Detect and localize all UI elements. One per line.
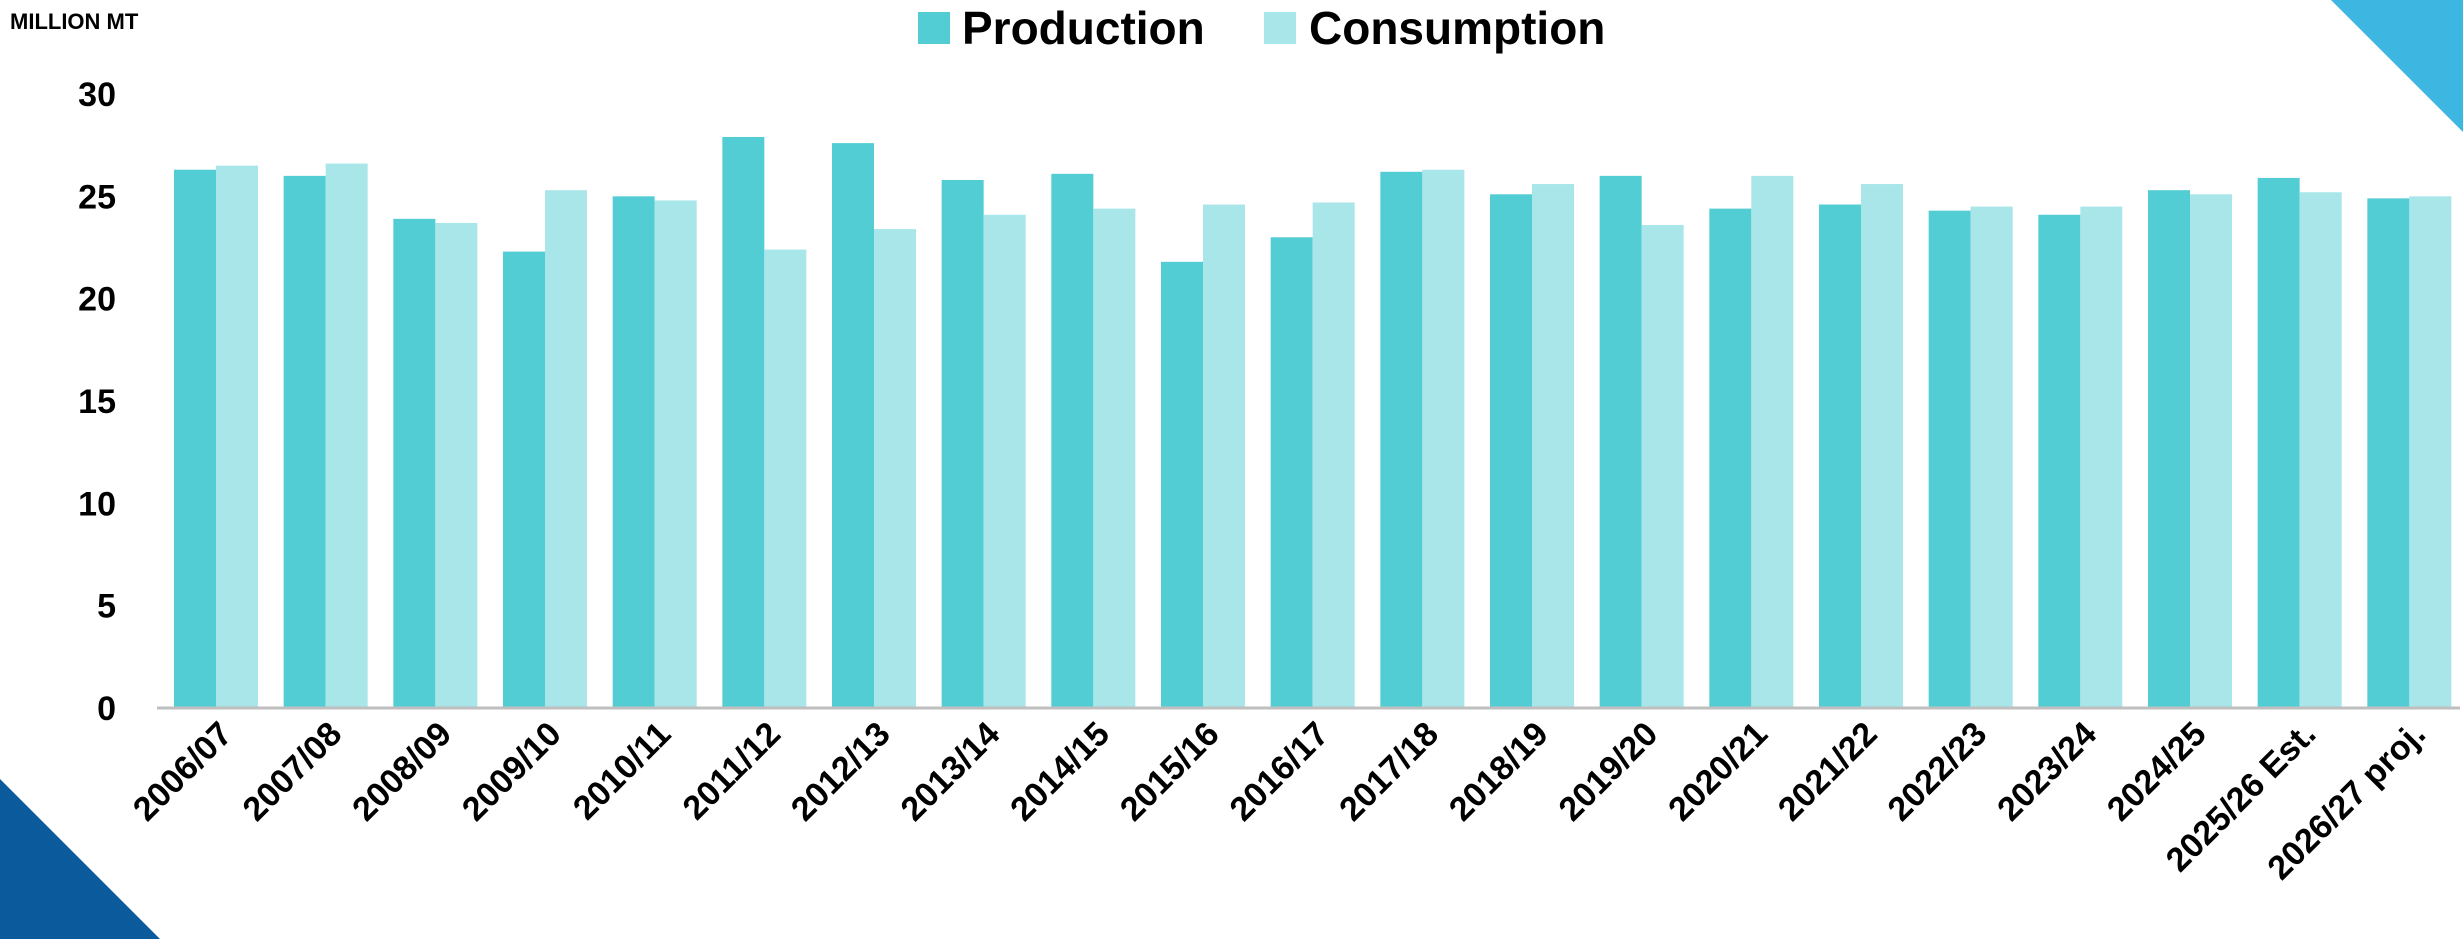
bar-consumption-16	[1970, 206, 2013, 709]
bar-consumption-9	[1203, 204, 1245, 708]
bar-consumption-15	[1861, 184, 1903, 708]
y-tick-label: 0	[97, 690, 116, 728]
x-category-label: 2017/18	[1332, 715, 1446, 829]
bar-consumption-8	[1093, 208, 1136, 708]
bars	[174, 136, 2452, 709]
bar-consumption-20	[2409, 196, 2452, 709]
bar-production-0	[174, 169, 216, 708]
x-category-label: 2009/10	[455, 715, 569, 829]
x-category-label: 2013/14	[894, 715, 1008, 829]
x-category-label: 2023/24	[1990, 715, 2104, 829]
x-category-label: 2024/25	[2100, 715, 2214, 829]
bar-consumption-19	[2299, 192, 2342, 709]
x-category-label: 2010/11	[566, 715, 678, 827]
bar-production-1	[283, 175, 326, 708]
legend-swatch-consumption	[1264, 12, 1296, 44]
bar-production-10	[1270, 237, 1313, 708]
y-tick-label: 30	[78, 76, 116, 114]
y-tick-label: 15	[78, 383, 116, 421]
y-tick-label: 25	[78, 178, 116, 216]
bar-consumption-13	[1641, 224, 1684, 708]
x-category-label: 2008/09	[345, 715, 459, 829]
y-axis-ticks: 0 5 10 15 20 25 30	[78, 76, 116, 728]
bar-consumption-4	[654, 200, 697, 708]
bar-consumption-14	[1751, 175, 1794, 708]
x-category-label: 2020/21	[1661, 715, 1775, 829]
bar-production-16	[1928, 210, 1971, 708]
bar-production-20	[2367, 198, 2410, 708]
bar-consumption-10	[1312, 202, 1355, 708]
x-category-label: 2021/22	[1771, 715, 1885, 829]
bar-production-6	[832, 143, 874, 708]
x-axis-labels: 2006/072007/082008/092009/102010/112011/…	[126, 715, 2433, 888]
bar-production-7	[941, 179, 984, 708]
x-category-label: 2012/13	[784, 715, 898, 829]
legend: Production Consumption	[918, 2, 1605, 54]
bar-consumption-1	[325, 163, 368, 708]
bar-production-5	[722, 136, 765, 709]
bar-consumption-7	[983, 214, 1026, 708]
bar-production-11	[1380, 171, 1423, 709]
legend-swatch-production	[918, 12, 950, 44]
bar-consumption-5	[764, 249, 807, 708]
corner-decoration-top-right	[2331, 0, 2463, 132]
legend-label-consumption: Consumption	[1309, 2, 1605, 54]
x-category-label: 2014/15	[1003, 715, 1117, 829]
x-category-label: 2022/23	[1881, 715, 1995, 829]
bar-production-4	[612, 196, 655, 709]
bar-consumption-12	[1532, 184, 1574, 708]
corner-decoration-bottom-left	[0, 779, 160, 939]
bar-production-9	[1161, 261, 1203, 708]
x-category-label: 2018/19	[1442, 715, 1556, 829]
bar-consumption-11	[1422, 169, 1465, 708]
y-tick-label: 10	[78, 485, 116, 523]
bar-production-15	[1819, 204, 1861, 708]
x-category-label: 2011/12	[676, 715, 788, 827]
y-tick-label: 5	[97, 588, 116, 626]
bar-consumption-3	[545, 190, 587, 708]
bar-production-13	[1599, 175, 1642, 708]
x-category-label: 2007/08	[236, 715, 350, 829]
bar-production-2	[393, 218, 436, 708]
x-category-label: 2016/17	[1223, 715, 1337, 829]
unit-label: MILLION MT	[10, 9, 139, 34]
x-category-label: 2015/16	[1113, 715, 1227, 829]
legend-label-production: Production	[962, 2, 1205, 54]
bar-consumption-2	[435, 222, 478, 708]
bar-production-18	[2148, 190, 2190, 708]
y-tick-label: 20	[78, 281, 116, 319]
bar-production-19	[2257, 177, 2300, 708]
bar-production-8	[1051, 173, 1094, 708]
bar-production-3	[503, 251, 545, 709]
bar-consumption-17	[2080, 206, 2123, 709]
bar-production-12	[1490, 194, 1532, 708]
x-category-label: 2006/07	[126, 715, 240, 829]
bar-consumption-18	[2190, 194, 2232, 708]
bar-production-14	[1709, 208, 1752, 708]
bar-consumption-6	[874, 229, 916, 708]
bar-consumption-0	[216, 165, 258, 709]
x-category-label: 2019/20	[1552, 715, 1666, 829]
bar-production-17	[2038, 214, 2081, 708]
